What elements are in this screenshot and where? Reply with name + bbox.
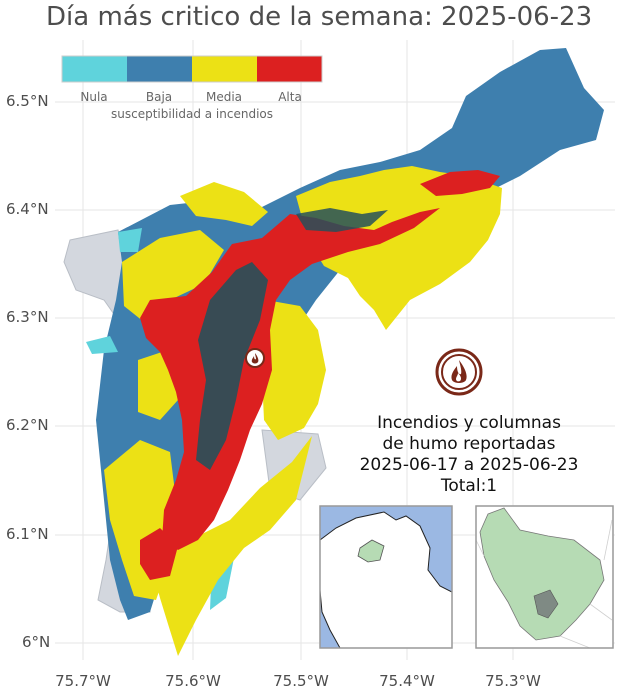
zone-media-north	[180, 182, 268, 226]
lon-label-75-3: 75.3°W	[485, 672, 541, 690]
zone-alta-northeast	[420, 170, 500, 196]
zone-dense-north	[296, 208, 388, 232]
zone-media-east	[262, 300, 326, 440]
lon-label-75-7: 75.7°W	[55, 672, 111, 690]
zone-media-south	[150, 436, 312, 656]
zone-alta-south	[140, 528, 178, 580]
zone-nula-1	[118, 228, 142, 252]
legend-bar	[61, 55, 323, 83]
legend-swatch-baja	[127, 56, 192, 82]
lat-label-6-3: 6.3°N	[6, 308, 49, 326]
legend-label-baja: Baja	[145, 90, 173, 104]
legend-label-alta: Alta	[278, 90, 302, 104]
inset-antioquia	[357, 539, 385, 563]
summary-line-1: Incendios y columnas	[377, 413, 561, 433]
fire-icon	[435, 348, 483, 396]
lat-label-6: 6°N	[22, 633, 51, 651]
lat-label-6-1: 6.1°N	[6, 525, 49, 543]
lon-label-75-4: 75.4°W	[379, 672, 435, 690]
legend-swatch-nula	[62, 56, 127, 82]
legend-title: susceptibilidad a incendios	[110, 107, 274, 121]
inset-colombia	[319, 505, 453, 649]
inset-zoom-borders	[475, 519, 613, 649]
fire-report-summary: Incendios y columnas de humo reportadas …	[319, 413, 619, 497]
inset-antioquia-zoom	[475, 505, 614, 649]
inset-zoom-study-area	[533, 589, 559, 619]
lat-label-6-2: 6.2°N	[6, 416, 49, 434]
zone-dense-central	[196, 262, 268, 470]
legend-label-media: Media	[205, 90, 243, 104]
legend-label-nula: Nula	[80, 90, 108, 104]
legend-swatch-alta	[257, 56, 322, 82]
lat-label-6-4: 6.4°N	[6, 200, 49, 218]
summary-line-2: de humo reportadas	[382, 434, 556, 454]
map-title: Día más critico de la semana: 2025-06-23	[46, 2, 593, 32]
summary-date-range: 2025-06-17 a 2025-06-23	[359, 455, 579, 475]
lon-label-75-6: 75.6°W	[165, 672, 221, 690]
lat-label-6-5: 6.5°N	[6, 92, 49, 110]
zone-media-west	[122, 230, 224, 322]
lon-label-75-5: 75.5°W	[273, 672, 329, 690]
inset-colombia-land	[319, 511, 453, 649]
zone-nula-2	[86, 336, 118, 354]
summary-total: Total:1	[440, 476, 498, 496]
legend-swatch-media	[192, 56, 257, 82]
zone-media-northeast	[296, 166, 502, 330]
inset-zoom-antioquia	[479, 507, 605, 641]
zone-alta-central	[140, 208, 440, 550]
fire-report-marker[interactable]	[245, 348, 265, 368]
